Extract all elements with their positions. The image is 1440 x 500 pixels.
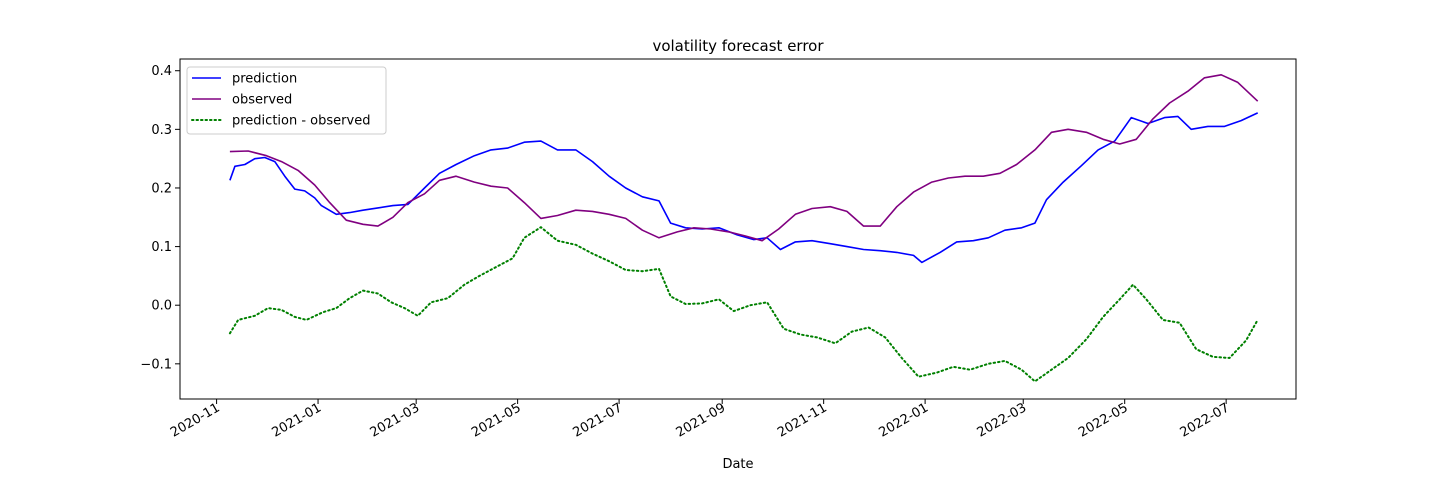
legend-label-3: prediction - observed: [232, 114, 370, 129]
x-tick-label: 2022-05: [1076, 400, 1131, 440]
series-line-1: [229, 112, 1259, 264]
legend-label-2: observed: [232, 93, 292, 108]
y-tick-label: −0.1: [140, 357, 172, 372]
x-tick-label: 2022-01: [877, 400, 932, 440]
x-tick-label: 2021-05: [469, 400, 524, 440]
chart-title: volatility forecast error: [652, 37, 824, 55]
series-line-2: [229, 74, 1259, 242]
x-tick-label: 2022-07: [1178, 400, 1233, 440]
y-tick-label: 0.4: [151, 64, 172, 79]
series-line-3: [228, 226, 1259, 383]
x-tick-label: 2021-03: [368, 400, 423, 440]
legend-label-1: prediction: [232, 72, 297, 87]
y-tick-label: 0.0: [151, 299, 172, 314]
y-tick-label: 0.2: [151, 181, 172, 196]
plot-series: [228, 74, 1259, 383]
x-tick-label: 2022-03: [975, 400, 1030, 440]
y-tick-label: 0.3: [151, 123, 172, 138]
x-tick-label: 2021-01: [269, 400, 324, 440]
x-tick-label: 2020-11: [168, 400, 223, 440]
x-axis: 2020-11 2021-01 2021-03 2021-05 2021-07 2021-…: [168, 399, 1232, 441]
x-tick-label: 2021-09: [674, 400, 729, 440]
plot-frame: [179, 58, 1297, 400]
x-tick-label: 2021-11: [775, 400, 830, 440]
legend-box: [186, 66, 387, 135]
x-axis-label: Date: [722, 457, 753, 472]
y-tick-label: 0.1: [151, 240, 172, 255]
legend: prediction observed prediction - observed: [186, 66, 387, 135]
x-tick-label: 2021-07: [571, 400, 626, 440]
y-axis: −0.1 0.0 0.1 0.2 0.3 0.4: [140, 64, 180, 372]
